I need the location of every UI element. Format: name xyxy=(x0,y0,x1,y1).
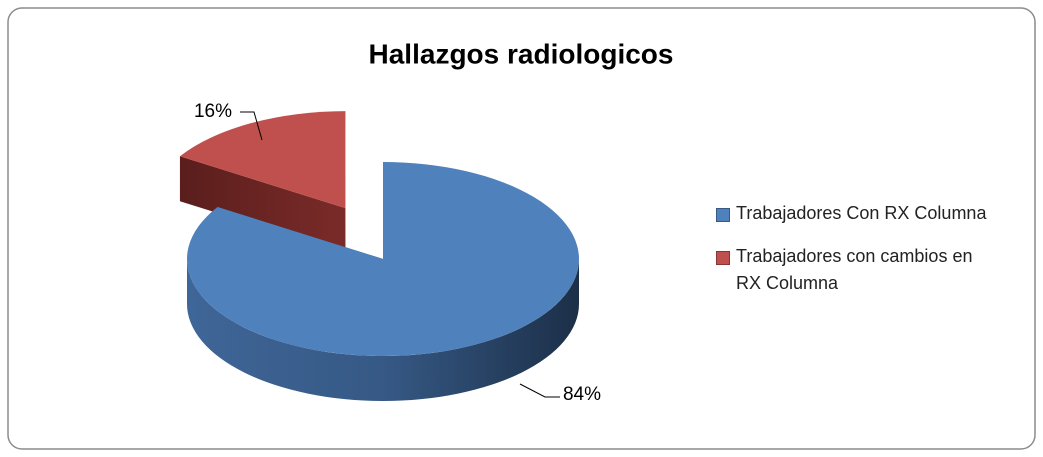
legend: Trabajadores Con RX Columna Trabajadores … xyxy=(716,200,1006,313)
legend-label: Trabajadores Con RX Columna xyxy=(736,203,987,223)
pie-slice xyxy=(186,162,579,357)
legend-label: Trabajadores con cambios en RX Columna xyxy=(736,246,973,293)
leader-line xyxy=(240,111,263,141)
pie-slice xyxy=(179,111,346,209)
legend-item: Trabajadores con cambios en RX Columna xyxy=(716,243,1006,297)
leader-line xyxy=(519,383,560,398)
pie xyxy=(179,111,579,401)
slice-wall xyxy=(179,156,346,254)
chart-title: Hallazgos radiologicos xyxy=(369,38,674,69)
legend-item: Trabajadores Con RX Columna xyxy=(716,200,1006,227)
legend-swatch xyxy=(716,208,730,222)
legend-swatch xyxy=(716,251,730,265)
slice-side xyxy=(187,259,579,401)
data-label: 16% xyxy=(194,101,232,122)
data-label: 84% xyxy=(563,384,601,405)
